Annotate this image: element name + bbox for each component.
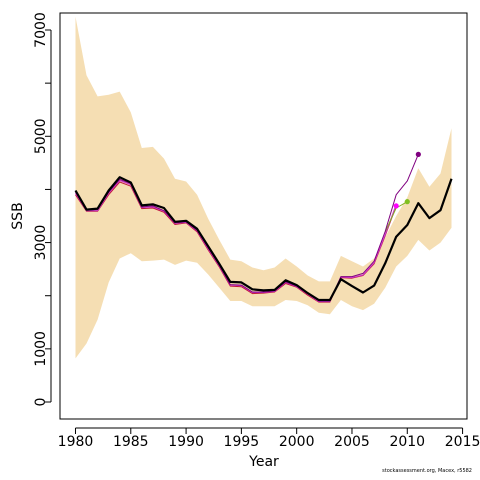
series-lines-layer: [74, 154, 453, 303]
x-tick-label: 2000: [279, 434, 315, 450]
x-tick-label: 1985: [113, 434, 149, 450]
confidence-band: [75, 16, 452, 359]
x-axis-label: Year: [248, 454, 279, 470]
plot-frame: [59, 12, 468, 420]
endpoint-marker-2: [404, 199, 410, 205]
y-axis-label: SSB: [10, 202, 26, 229]
endpoint-markers-layer: [393, 151, 421, 209]
endpoint-marker-3: [415, 151, 421, 157]
endpoint-marker-1: [393, 203, 399, 209]
x-tick-label: 2015: [445, 434, 480, 450]
y-tick-label: 3000: [33, 225, 49, 261]
credit-footer: stockassessment.org, Macex, r5582: [382, 468, 472, 474]
x-axis: 1980 1985 1990 1995 2000 2005 2010 2015: [58, 427, 480, 450]
x-tick-label: 1995: [224, 434, 260, 450]
x-tick-label: 2005: [334, 434, 370, 450]
y-tick-label: 7000: [33, 12, 49, 48]
x-tick-label: 2010: [389, 434, 425, 450]
y-axis: 0 1000 3000 5000 7000: [33, 12, 52, 407]
y-tick-label: 1000: [33, 331, 49, 367]
y-tick-label: 0: [33, 398, 49, 407]
y-tick-label: 5000: [33, 118, 49, 154]
series-line-2: [75, 181, 397, 303]
series-line-1: [74, 176, 453, 302]
x-tick-label: 1980: [58, 434, 94, 450]
confidence-band-layer: [75, 16, 452, 359]
x-tick-label: 1990: [168, 434, 204, 450]
